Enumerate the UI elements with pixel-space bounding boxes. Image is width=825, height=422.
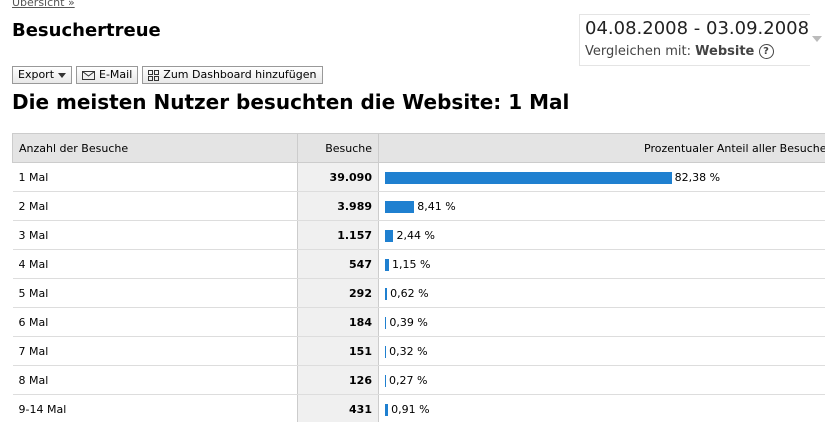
share-label: 0,62 % xyxy=(390,286,429,300)
export-button[interactable]: Export xyxy=(12,66,73,84)
row-label[interactable]: 1 Mal xyxy=(12,162,298,192)
row-label[interactable]: 9-14 Mal xyxy=(12,394,298,422)
table-row: 8 Mal 126 0,27 % xyxy=(12,365,825,395)
visits: 184 xyxy=(297,307,379,337)
dropdown-arrow[interactable] xyxy=(812,36,822,42)
toolbar: Export E-Mail Zum Dashboard hinzufügen xyxy=(12,66,323,84)
date-range: 04.08.2008 - 03.09.2008 xyxy=(585,18,810,39)
share-cell: 0,32 % xyxy=(378,336,825,366)
data-table: Anzahl der Besuche Besuche Prozentualer … xyxy=(12,133,825,422)
table-row: 5 Mal 292 0,62 % xyxy=(12,278,825,308)
caret xyxy=(58,72,67,78)
row-label[interactable]: 3 Mal xyxy=(12,220,298,250)
visits: 292 xyxy=(297,278,379,308)
column-header[interactable]: Anzahl der Besuche xyxy=(12,133,298,163)
visits: 1.157 xyxy=(297,220,379,250)
visits: 3.989 xyxy=(297,191,379,221)
dashboard-button[interactable]: Zum Dashboard hinzufügen xyxy=(142,66,323,84)
share-bar xyxy=(385,258,389,271)
help-icon[interactable]: ? xyxy=(758,44,774,59)
share-cell: 0,27 % xyxy=(378,365,825,395)
row-label[interactable]: 8 Mal xyxy=(12,365,298,395)
table-row: 3 Mal 1.157 2,44 % xyxy=(12,220,825,250)
table-row: 7 Mal 151 0,32 % xyxy=(12,336,825,366)
share-label: 0,32 % xyxy=(389,344,428,358)
row-label[interactable]: 5 Mal xyxy=(12,278,298,308)
share-bar xyxy=(385,229,394,242)
share-bar xyxy=(385,287,388,300)
visits: 547 xyxy=(297,249,379,279)
mail-icon xyxy=(82,70,96,80)
share-bar xyxy=(385,171,672,184)
table-row: 1 Mal 39.090 82,38 % xyxy=(12,162,825,192)
visits: 151 xyxy=(297,336,379,366)
compare-label: Vergleichen mit: xyxy=(585,44,691,59)
row-label[interactable]: 2 Mal xyxy=(12,191,298,221)
share-cell: 8,41 % xyxy=(378,191,825,221)
dashboard-icon xyxy=(148,69,160,81)
share-label: 0,39 % xyxy=(389,315,428,329)
button-label: Zum Dashboard hinzufügen xyxy=(163,68,317,81)
row-label[interactable]: 6 Mal xyxy=(12,307,298,337)
table-row: 6 Mal 184 0,39 % xyxy=(12,307,825,337)
share-bar xyxy=(385,200,415,213)
share-cell: 2,44 % xyxy=(378,220,825,250)
share-label: 0,27 % xyxy=(389,373,428,387)
share-label: 8,41 % xyxy=(417,199,456,213)
table-row: 2 Mal 3.989 8,41 % xyxy=(12,191,825,221)
share-bar xyxy=(385,374,386,387)
row-label[interactable]: 7 Mal xyxy=(12,336,298,366)
email-button[interactable]: E-Mail xyxy=(76,66,139,84)
table-body: 1 Mal 39.090 82,38 % 2 Mal 3.989 8,41 % 3 Mal 1… xyxy=(12,162,825,422)
visits: 126 xyxy=(297,365,379,395)
share-bar xyxy=(385,403,389,416)
share-cell: 0,91 % xyxy=(378,394,825,422)
share-cell: 0,62 % xyxy=(378,278,825,308)
page-title: Besuchertreue xyxy=(12,20,161,41)
row-label[interactable]: 4 Mal xyxy=(12,249,298,279)
column-header[interactable]: Prozentualer Anteil aller Besucher xyxy=(378,133,825,163)
compare: Vergleichen mit: Website ? xyxy=(585,44,774,59)
breadcrumb[interactable]: Übersicht » xyxy=(12,0,75,9)
visits: 39.090 xyxy=(297,162,379,192)
share-bar xyxy=(385,345,387,358)
button-label: Export xyxy=(18,68,55,81)
share-label: 82,38 % xyxy=(674,170,721,184)
compare-value[interactable]: Website xyxy=(695,44,755,59)
share-cell: 0,39 % xyxy=(378,307,825,337)
table-row: 4 Mal 547 1,15 % xyxy=(12,249,825,279)
button-label: E-Mail xyxy=(99,68,133,81)
share-label: 2,44 % xyxy=(396,228,435,242)
share-cell: 1,15 % xyxy=(378,249,825,279)
share-cell: 82,38 % xyxy=(378,162,825,192)
table-row: 9-14 Mal 431 0,91 % xyxy=(12,394,825,422)
column-header[interactable]: Besuche xyxy=(297,133,379,163)
date-range-box[interactable]: 04.08.2008 - 03.09.2008 Vergleichen mit:… xyxy=(579,14,810,66)
share-bar xyxy=(385,316,387,329)
visits: 431 xyxy=(297,394,379,422)
share-label: 1,15 % xyxy=(392,257,431,271)
headline: Die meisten Nutzer besuchten die Website… xyxy=(12,90,570,114)
share-label: 0,91 % xyxy=(391,402,430,416)
header-row: Anzahl der Besuche Besuche Prozentualer … xyxy=(12,133,825,163)
